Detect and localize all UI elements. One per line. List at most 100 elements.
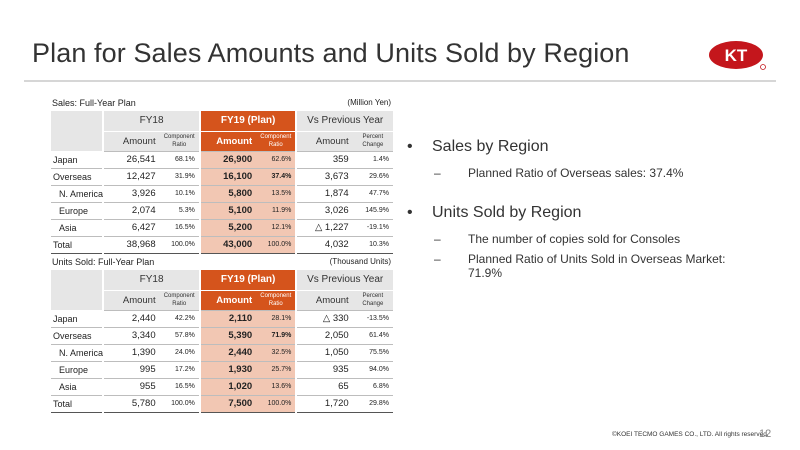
header-amount: Amount <box>198 131 257 151</box>
vs-amount: 65 <box>295 378 353 396</box>
fy19-amount: 1,930 <box>198 361 257 379</box>
fy18-amount: 995 <box>102 361 160 379</box>
copyright-notice: ©KOEI TECMO GAMES CO., LTD. All rights r… <box>612 431 769 438</box>
summary-bullets: Sales by Region Planned Ratio of Oversea… <box>405 138 745 286</box>
fy19-ratio: 37.4% <box>256 168 297 186</box>
vs-amount: △ 1,227 <box>295 219 353 237</box>
sales-table-unit: (Million Yen) <box>347 98 391 107</box>
vs-percent: 94.0% <box>352 361 393 379</box>
table-row: N. America 3,926 10.1% 5,800 13.5% 1,874… <box>51 185 393 203</box>
fy19-ratio: 100.0% <box>256 394 297 413</box>
fy18-amount: 2,440 <box>102 309 160 328</box>
header-fy18: FY18 <box>102 270 200 291</box>
row-label: Total <box>51 235 104 254</box>
fy19-amount: 5,390 <box>198 327 257 345</box>
fy19-ratio: 12.1% <box>256 219 297 237</box>
table-row: Overseas 3,340 57.8% 5,390 71.9% 2,050 6… <box>51 327 393 345</box>
fy19-amount: 2,440 <box>198 344 257 362</box>
table-row: Overseas 12,427 31.9% 16,100 37.4% 3,673… <box>51 168 393 186</box>
fy19-ratio: 71.9% <box>256 327 297 345</box>
header-amount: Amount <box>295 131 353 151</box>
sales-table-caption: Sales: Full-Year Plan <box>52 98 136 108</box>
fy18-amount: 6,427 <box>102 219 160 237</box>
fy18-ratio: 100.0% <box>159 235 200 254</box>
units-table-unit: (Thousand Units) <box>329 257 391 266</box>
page-title: Plan for Sales Amounts and Units Sold by… <box>32 38 630 68</box>
fy19-ratio: 13.5% <box>256 185 297 203</box>
fy18-ratio: 68.1% <box>159 150 200 169</box>
fy18-amount: 955 <box>102 378 160 396</box>
table-row: Europe 995 17.2% 1,930 25.7% 935 94.0% <box>51 361 393 379</box>
row-label: Overseas <box>51 168 104 186</box>
fy18-ratio: 5.3% <box>159 202 200 220</box>
sales-table: FY18 FY19 (Plan) Vs Previous Year Amount… <box>51 111 393 254</box>
fy18-amount: 12,427 <box>102 168 160 186</box>
header-vs-previous-year: Vs Previous Year <box>295 270 393 291</box>
units-table: FY18 FY19 (Plan) Vs Previous Year Amount… <box>51 270 393 413</box>
fy18-ratio: 24.0% <box>159 344 200 362</box>
header-component-ratio: Component Ratio <box>159 131 200 151</box>
fy19-ratio: 100.0% <box>256 235 297 254</box>
vs-percent: 10.3% <box>352 235 393 254</box>
vs-amount: 359 <box>295 150 353 169</box>
vs-percent: -19.1% <box>352 219 393 237</box>
fy19-amount: 2,110 <box>198 309 257 328</box>
vs-percent: 29.8% <box>352 394 393 413</box>
fy18-amount: 3,926 <box>102 185 160 203</box>
fy18-amount: 5,780 <box>102 394 160 413</box>
header-fy19: FY19 (Plan) <box>198 111 297 132</box>
header-percent-change: Percent Change <box>352 131 393 151</box>
fy18-ratio: 17.2% <box>159 361 200 379</box>
fy19-amount: 5,800 <box>198 185 257 203</box>
fy19-ratio: 28.1% <box>256 309 297 328</box>
fy19-amount: 1,020 <box>198 378 257 396</box>
table-row: N. America 1,390 24.0% 2,440 32.5% 1,050… <box>51 344 393 362</box>
svg-text:KT: KT <box>725 46 748 65</box>
fy18-ratio: 100.0% <box>159 394 200 413</box>
header-component-ratio: Component Ratio <box>159 290 200 310</box>
row-label: Total <box>51 394 104 413</box>
header-amount: Amount <box>198 290 257 310</box>
header-blank <box>51 111 104 152</box>
fy18-ratio: 16.5% <box>159 378 200 396</box>
bullet-units-item-2: Planned Ratio of Units Sold in Overseas … <box>405 252 745 280</box>
row-label: Europe <box>51 361 104 379</box>
fy19-amount: 43,000 <box>198 235 257 254</box>
header-component-ratio: Component Ratio <box>256 290 297 310</box>
fy18-ratio: 16.5% <box>159 219 200 237</box>
vs-percent: -13.5% <box>352 309 393 328</box>
table-row-total: Total 5,780 100.0% 7,500 100.0% 1,720 29… <box>51 394 393 413</box>
bullet-units-heading: Units Sold by Region <box>405 204 745 222</box>
header-fy19: FY19 (Plan) <box>198 270 297 291</box>
table-row: Asia 955 16.5% 1,020 13.6% 65 6.8% <box>51 378 393 396</box>
fy19-amount: 16,100 <box>198 168 257 186</box>
vs-amount: 1,720 <box>295 394 353 413</box>
units-table-caption: Units Sold: Full-Year Plan <box>52 257 155 267</box>
bullet-sales-item: Planned Ratio of Overseas sales: 37.4% <box>405 166 745 180</box>
vs-percent: 145.9% <box>352 202 393 220</box>
row-label: Europe <box>51 202 104 220</box>
vs-amount: 1,050 <box>295 344 353 362</box>
table-row: Japan 26,541 68.1% 26,900 62.6% 359 1.4% <box>51 150 393 169</box>
header-blank <box>51 270 104 311</box>
row-label: N. America <box>51 344 104 362</box>
vs-percent: 75.5% <box>352 344 393 362</box>
vs-amount: 1,874 <box>295 185 353 203</box>
vs-amount: 3,026 <box>295 202 353 220</box>
fy19-amount: 7,500 <box>198 394 257 413</box>
fy18-ratio: 57.8% <box>159 327 200 345</box>
header-component-ratio: Component Ratio <box>256 131 297 151</box>
vs-amount: 3,673 <box>295 168 353 186</box>
row-label: N. America <box>51 185 104 203</box>
fy18-ratio: 31.9% <box>159 168 200 186</box>
header-amount: Amount <box>102 131 160 151</box>
page-number: 12 <box>759 428 772 440</box>
row-label: Japan <box>51 150 104 169</box>
fy18-amount: 38,968 <box>102 235 160 254</box>
units-table-block: Units Sold: Full-Year Plan (Thousand Uni… <box>51 256 393 413</box>
header-fy18: FY18 <box>102 111 200 132</box>
fy18-amount: 1,390 <box>102 344 160 362</box>
fy19-ratio: 32.5% <box>256 344 297 362</box>
vs-percent: 47.7% <box>352 185 393 203</box>
header-percent-change: Percent Change <box>352 290 393 310</box>
